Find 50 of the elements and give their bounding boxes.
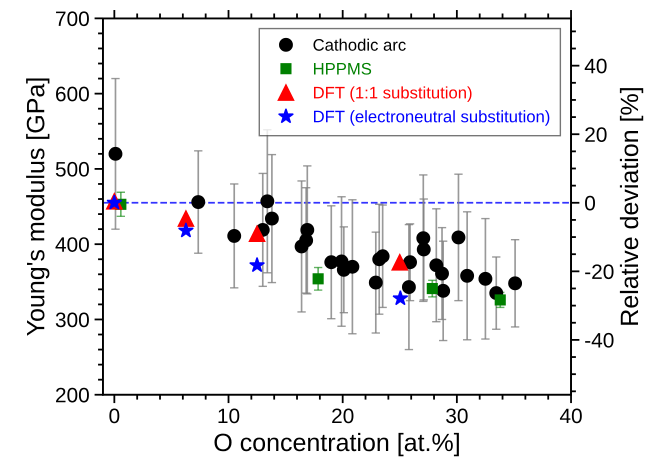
point (478, 272, 492, 286)
y-tick-label: 400 (55, 237, 89, 252)
point (264, 212, 279, 226)
point (312, 273, 324, 284)
y2-tick-label: 0 (585, 196, 596, 211)
legend-label: Cathodic arc (313, 38, 406, 51)
point (392, 290, 408, 306)
point (402, 280, 416, 294)
x-tick-label: 40 (560, 408, 582, 424)
y-tick-label: 300 (56, 312, 89, 328)
point (178, 210, 194, 227)
point (248, 225, 266, 242)
point (368, 276, 383, 290)
y2-tick-label: -40 (585, 332, 614, 348)
point (460, 268, 474, 283)
x-tick-label: 20 (332, 408, 354, 424)
point (452, 230, 466, 244)
legend-label: HPPMS (314, 62, 372, 75)
point (227, 228, 242, 243)
point (391, 254, 408, 271)
point (416, 231, 430, 246)
y-axis-title: Young's modulus [GPa] (26, 78, 50, 336)
y2-axis-title: Relative deviation [%] (620, 88, 644, 325)
point (108, 146, 122, 161)
point (426, 283, 438, 294)
x-tick-label: 30 (446, 408, 468, 424)
y-tick-label: 700 (56, 11, 89, 26)
point (300, 222, 314, 237)
x-tick-label: 10 (218, 408, 240, 424)
point (376, 249, 390, 264)
point (435, 266, 449, 280)
point (260, 194, 274, 208)
point (436, 284, 450, 298)
y-tick-label: 500 (56, 162, 89, 177)
legend-label: DFT (electroneutral substitution) (314, 110, 550, 126)
y2-tick-label: 40 (584, 58, 607, 74)
point (416, 242, 431, 256)
point (494, 294, 506, 306)
y-tick-label: 600 (56, 86, 89, 102)
y2-tick-label: 20 (585, 127, 607, 142)
point (249, 256, 266, 272)
y2-tick-label: -20 (585, 264, 614, 280)
y-tick-label: 200 (56, 388, 89, 402)
point (191, 195, 206, 209)
point (403, 255, 417, 270)
x-tick-label: 0 (109, 408, 120, 424)
point (508, 276, 522, 290)
x-axis-title: O concentration [at.%] (214, 432, 459, 456)
legend-label: DFT (1:1 substitution) (314, 86, 472, 102)
point (178, 222, 194, 238)
